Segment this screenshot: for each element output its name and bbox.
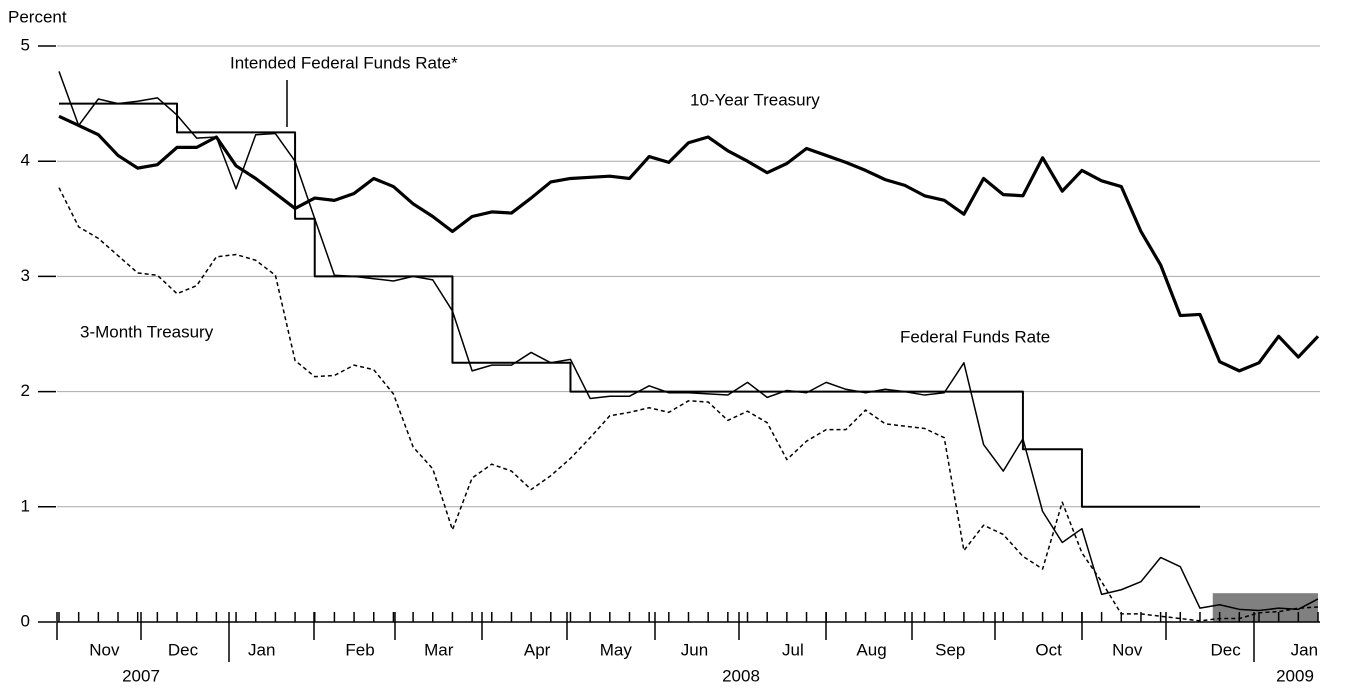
x-tick-label: Jun — [681, 640, 708, 659]
y-tick-label: 3 — [21, 266, 30, 285]
y-tick-label: 4 — [21, 151, 30, 170]
x-tick-label: Jan — [1291, 640, 1318, 659]
series-line — [59, 102, 1200, 508]
x-tick-label: May — [600, 640, 633, 659]
y-axis-label: Percent — [8, 7, 67, 26]
series-line — [58, 187, 1319, 622]
y-tick-label: 2 — [21, 381, 30, 400]
year-label: 2007 — [122, 666, 160, 685]
x-tick-label: Nov — [1112, 640, 1143, 659]
series-label: 3-Month Treasury — [80, 322, 214, 341]
series-line — [58, 71, 1319, 612]
x-tick-label: Feb — [345, 640, 374, 659]
y-tick-label: 5 — [21, 35, 30, 54]
series-line — [58, 114, 1320, 373]
series-label: Intended Federal Funds Rate* — [230, 53, 458, 72]
x-tick-label: Dec — [1211, 640, 1242, 659]
y-tick-label: 1 — [21, 496, 30, 515]
x-tick-label: Oct — [1035, 640, 1062, 659]
year-label: 2008 — [722, 666, 760, 685]
x-tick-label: Sep — [935, 640, 965, 659]
x-tick-label: Jan — [248, 640, 275, 659]
x-tick-label: Aug — [856, 640, 886, 659]
year-label: 2009 — [1276, 666, 1314, 685]
x-tick-label: Nov — [89, 640, 120, 659]
x-tick-label: Apr — [524, 640, 551, 659]
series-label: 10-Year Treasury — [690, 90, 820, 109]
x-tick-label: Dec — [168, 640, 199, 659]
x-tick-label: Jul — [782, 640, 804, 659]
y-tick-label: 0 — [21, 611, 30, 630]
series-label: Federal Funds Rate — [900, 327, 1050, 346]
x-tick-label: Mar — [424, 640, 454, 659]
